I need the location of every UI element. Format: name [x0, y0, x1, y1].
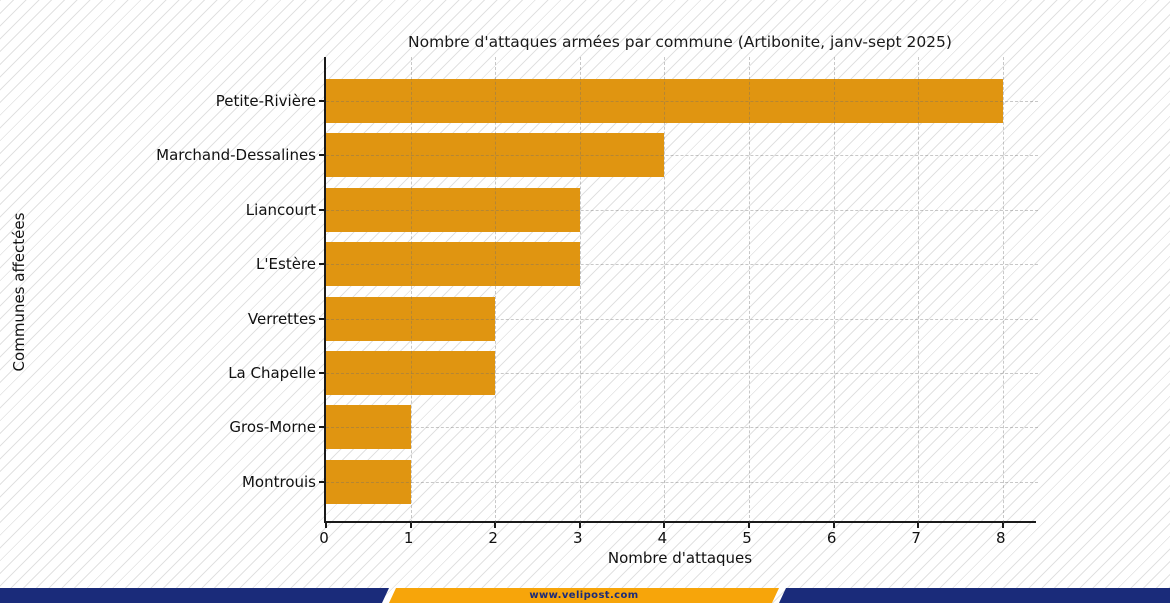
y-tick-mark: [319, 372, 324, 374]
y-category-label: Verrettes: [247, 309, 316, 328]
footer-blue-left-segment: [0, 588, 389, 603]
chart-title: Nombre d'attaques armées par commune (Ar…: [408, 33, 952, 51]
x-tick-label: 4: [657, 529, 668, 547]
y-tick-mark: [319, 317, 324, 320]
bar: [326, 133, 665, 178]
vertical-gridline: [749, 57, 750, 523]
x-tick-label: 0: [319, 529, 329, 547]
horizontal-gridline: [326, 318, 1038, 320]
horizontal-gridline: [326, 155, 1038, 157]
vertical-gridline: [1002, 57, 1004, 523]
y-tick-mark: [319, 263, 324, 266]
y-tick-mark: [319, 208, 324, 211]
y-tick-mark: [319, 154, 324, 157]
footer-url: www.velipost.com: [529, 590, 639, 601]
horizontal-gridline: [326, 101, 1038, 102]
x-tick-mark: [494, 523, 497, 528]
y-tick-mark: [319, 426, 324, 429]
footer-blue-right-segment: [779, 588, 1170, 603]
bar: [326, 351, 496, 395]
vertical-gridline: [833, 57, 835, 523]
x-tick-label: 5: [742, 529, 752, 547]
x-tick-label: 6: [826, 529, 837, 547]
horizontal-gridline: [326, 427, 1038, 429]
footer-orange-segment: www.velipost.com: [389, 588, 779, 603]
vertical-gridline: [918, 57, 920, 523]
vertical-gridline: [410, 57, 412, 523]
bar: [326, 405, 411, 450]
x-tick-label: 3: [573, 529, 583, 547]
bar: [326, 187, 580, 232]
x-axis-label: Nombre d'attaques: [607, 549, 753, 567]
y-category-label: L'Estère: [256, 255, 316, 274]
footer-banner: www.velipost.com: [0, 588, 1170, 603]
x-tick-label: 2: [488, 529, 498, 547]
plot-area: [319, 57, 1038, 528]
y-category-label: Montrouis: [241, 472, 316, 491]
x-tick-label: 8: [996, 529, 1006, 547]
y-category-label: Liancourt: [245, 200, 316, 219]
y-category-label: La Chapelle: [228, 364, 316, 382]
x-tick-mark: [409, 523, 412, 528]
x-tick-mark: [578, 523, 581, 528]
x-tick-label: 1: [403, 529, 414, 547]
x-tick-mark: [748, 523, 750, 528]
bar: [326, 459, 411, 504]
x-tick-mark: [663, 523, 666, 528]
bar: [326, 242, 580, 287]
horizontal-gridline: [326, 264, 1038, 266]
x-tick-mark: [917, 523, 920, 528]
y-axis-label: Communes affectées: [10, 212, 28, 372]
vertical-gridline: [664, 57, 666, 523]
x-tick-mark: [1001, 523, 1004, 528]
y-tick-mark: [319, 480, 324, 483]
vertical-gridline: [579, 57, 581, 523]
x-tick-mark: [325, 523, 327, 528]
x-tick-mark: [832, 523, 835, 528]
y-tick-mark: [319, 100, 324, 102]
bar: [326, 296, 496, 341]
x-tick-label: 7: [911, 529, 921, 547]
y-category-label: Marchand-Dessalines: [156, 146, 316, 165]
bar: [326, 79, 1003, 123]
horizontal-gridline: [326, 481, 1038, 483]
y-category-label: Gros-Morne: [229, 418, 316, 437]
horizontal-gridline: [326, 209, 1038, 211]
horizontal-gridline: [326, 373, 1038, 374]
vertical-gridline: [495, 57, 497, 523]
y-category-label: Petite-Rivière: [215, 92, 316, 110]
